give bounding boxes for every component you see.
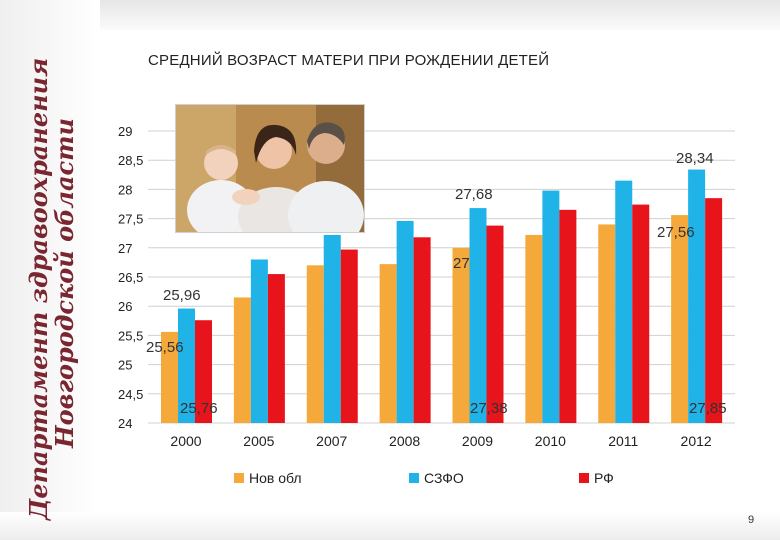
bar-nov-obl: [379, 264, 397, 423]
y-tick-label: 28: [118, 182, 132, 197]
bar-szfo: [688, 169, 706, 423]
bar-rf: [705, 198, 723, 423]
y-tick-label: 25: [118, 358, 132, 373]
bar-nov-obl: [161, 331, 178, 423]
bar-nov-obl: [233, 297, 251, 423]
bar-szfo: [615, 180, 633, 423]
bar-nov-obl: [306, 265, 324, 423]
bar-nov-obl: [598, 224, 616, 423]
data-label: 25,96: [163, 287, 201, 304]
x-tick-label: 2005: [243, 433, 274, 449]
y-tick-label: 26: [118, 299, 132, 314]
bottom-band: [0, 512, 780, 540]
y-tick-label: 27: [118, 241, 132, 256]
side-stripe: [0, 0, 100, 540]
bar-szfo: [542, 190, 560, 423]
legend-label: Нов обл: [249, 470, 302, 486]
bar-nov-obl: [525, 234, 543, 423]
bar-rf: [559, 209, 577, 423]
bar-szfo: [250, 259, 268, 423]
legend-label: СЗФО: [424, 470, 464, 486]
x-tick-label: 2000: [170, 433, 201, 449]
y-tick-label: 28,5: [118, 153, 143, 168]
bar-szfo: [396, 220, 414, 423]
page-number: 9: [748, 514, 755, 526]
y-tick-label: 29: [118, 124, 132, 139]
bar-rf: [267, 274, 285, 423]
family-photo: [175, 104, 365, 233]
bar-szfo: [469, 208, 487, 423]
bar-rf: [486, 225, 504, 423]
bar-rf: [632, 204, 650, 423]
legend-swatch: [409, 473, 419, 483]
x-tick-label: 2008: [389, 433, 420, 449]
data-label: 27,56: [657, 224, 695, 241]
legend-swatch: [579, 473, 589, 483]
bar-szfo: [323, 234, 341, 423]
y-tick-label: 24,5: [118, 387, 143, 402]
legend-swatch: [234, 473, 244, 483]
data-label: 27: [453, 255, 470, 272]
bar-nov-obl: [452, 247, 470, 423]
bar-szfo: [178, 308, 195, 423]
x-tick-label: 2011: [608, 433, 638, 449]
bar-rf: [195, 320, 212, 423]
data-label: 25,56: [146, 339, 184, 356]
x-tick-label: 2012: [681, 433, 712, 449]
data-label: 28,34: [676, 150, 714, 167]
x-tick-label: 2007: [316, 433, 347, 449]
legend-label: РФ: [594, 470, 614, 486]
x-tick-label: 2009: [462, 433, 493, 449]
slide-title: СРЕДНИЙ ВОЗРАСТ МАТЕРИ ПРИ РОЖДЕНИИ ДЕТЕ…: [148, 52, 550, 69]
top-band: [0, 0, 780, 30]
bar-rf: [413, 237, 431, 423]
bar-rf: [340, 249, 358, 423]
x-tick-label: 2010: [535, 433, 566, 449]
data-label: 27,38: [470, 400, 508, 417]
bar-nov-obl: [671, 215, 689, 423]
y-tick-label: 27,5: [118, 212, 143, 227]
y-tick-label: 24: [118, 416, 132, 431]
y-tick-label: 26,5: [118, 270, 143, 285]
y-tick-label: 25,5: [118, 328, 143, 343]
data-label: 27,68: [455, 186, 493, 203]
data-label: 27,85: [689, 400, 727, 417]
family-photo-illustration: [176, 105, 364, 232]
data-label: 25,76: [180, 400, 218, 417]
